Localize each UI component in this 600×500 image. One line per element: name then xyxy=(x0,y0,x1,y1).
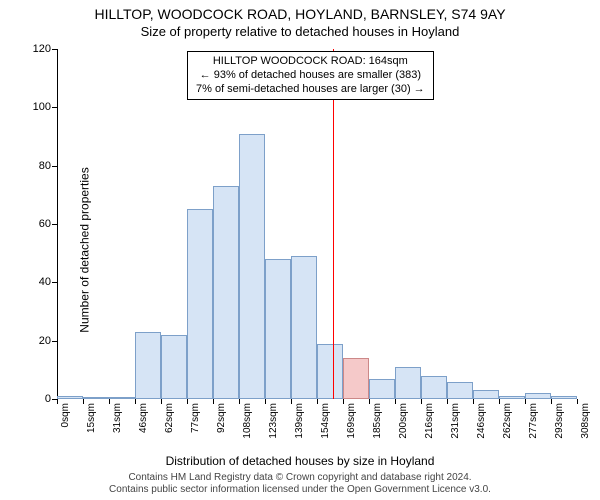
plot-area: 0204060801001200sqm15sqm31sqm46sqm62sqm7… xyxy=(56,48,578,400)
y-tick-label: 120 xyxy=(33,43,51,55)
info-box: HILLTOP WOODCOCK ROAD: 164sqm← 93% of de… xyxy=(187,51,434,100)
y-tick-label: 60 xyxy=(39,218,51,230)
x-tick-label: 62sqm xyxy=(164,403,175,433)
info-line-1: HILLTOP WOODCOCK ROAD: 164sqm xyxy=(196,55,425,69)
x-tick-label: 308sqm xyxy=(580,403,591,439)
x-tick-label: 0sqm xyxy=(60,403,71,427)
x-tick-label: 31sqm xyxy=(112,403,123,433)
attribution-text: Contains HM Land Registry data © Crown c… xyxy=(0,472,600,496)
x-tick-label: 185sqm xyxy=(372,403,383,439)
x-tick-label: 92sqm xyxy=(216,403,227,433)
histogram-bar xyxy=(551,396,577,399)
attribution-line-2: Contains public sector information licen… xyxy=(0,484,600,496)
histogram-bar xyxy=(109,397,135,399)
x-tick-label: 231sqm xyxy=(450,403,461,439)
histogram-bar xyxy=(369,379,395,399)
histogram-bar xyxy=(57,396,83,399)
chart-subtitle: Size of property relative to detached ho… xyxy=(0,24,600,39)
x-tick-label: 277sqm xyxy=(528,403,539,439)
x-tick-label: 154sqm xyxy=(320,403,331,439)
x-tick-label: 46sqm xyxy=(138,403,149,433)
histogram-bar xyxy=(213,186,239,399)
histogram-bar xyxy=(291,256,317,399)
histogram-bar xyxy=(421,376,447,399)
histogram-bar xyxy=(135,332,161,399)
histogram-bar xyxy=(525,393,551,399)
histogram-bar xyxy=(239,134,265,399)
x-axis-label: Distribution of detached houses by size … xyxy=(0,454,600,468)
histogram-bar xyxy=(395,367,421,399)
x-tick-label: 216sqm xyxy=(424,403,435,439)
histogram-chart: HILLTOP, WOODCOCK ROAD, HOYLAND, BARNSLE… xyxy=(0,0,600,500)
histogram-bar xyxy=(265,259,291,399)
chart-title: HILLTOP, WOODCOCK ROAD, HOYLAND, BARNSLE… xyxy=(0,6,600,22)
histogram-bar xyxy=(343,358,369,399)
histogram-bar xyxy=(317,344,343,399)
x-tick-label: 123sqm xyxy=(268,403,279,439)
histogram-bar xyxy=(473,390,499,399)
x-tick-label: 200sqm xyxy=(398,403,409,439)
marker-line xyxy=(333,49,334,399)
info-line-3: 7% of semi-detached houses are larger (3… xyxy=(196,83,425,97)
x-tick-label: 139sqm xyxy=(294,403,305,439)
x-tick-label: 246sqm xyxy=(476,403,487,439)
y-tick-label: 40 xyxy=(39,276,51,288)
x-tick-label: 15sqm xyxy=(86,403,97,433)
histogram-bar xyxy=(499,396,525,399)
x-tick-label: 77sqm xyxy=(190,403,201,433)
x-tick-label: 169sqm xyxy=(346,403,357,439)
attribution-line-1: Contains HM Land Registry data © Crown c… xyxy=(0,472,600,484)
x-tick-label: 108sqm xyxy=(242,403,253,439)
y-tick-label: 0 xyxy=(45,393,51,405)
x-tick-label: 293sqm xyxy=(554,403,565,439)
histogram-bar xyxy=(187,209,213,399)
histogram-bar xyxy=(447,382,473,400)
y-tick-label: 20 xyxy=(39,335,51,347)
info-line-2: ← 93% of detached houses are smaller (38… xyxy=(196,69,425,83)
histogram-bar xyxy=(83,397,109,399)
y-tick-label: 100 xyxy=(33,101,51,113)
histogram-bar xyxy=(161,335,187,399)
x-tick-label: 262sqm xyxy=(502,403,513,439)
y-tick-label: 80 xyxy=(39,160,51,172)
